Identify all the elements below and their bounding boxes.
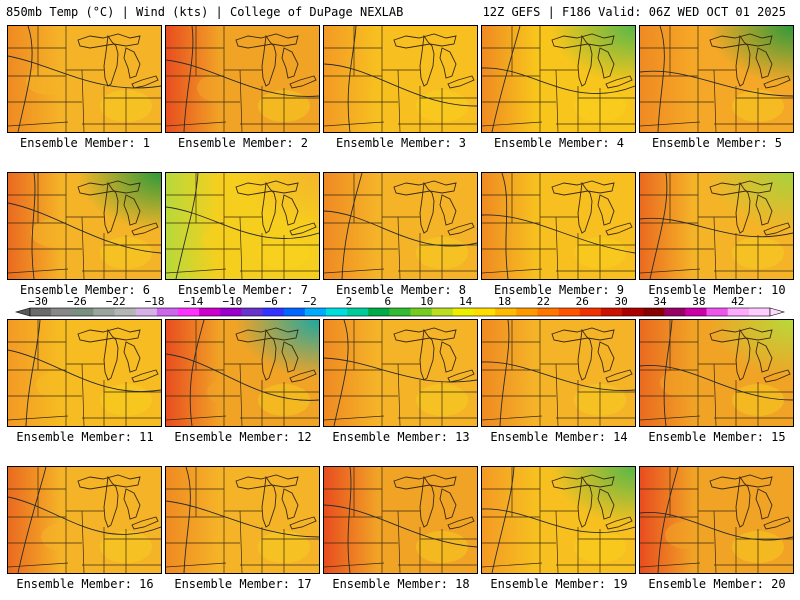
- ensemble-member-map: [165, 172, 320, 280]
- ensemble-member-label: Ensemble Member: 5: [651, 136, 783, 150]
- ensemble-member-map: [639, 319, 794, 427]
- ensemble-member-label: Ensemble Member: 8: [335, 283, 467, 297]
- ensemble-member-label: Ensemble Member: 12: [174, 430, 312, 444]
- colorbar-swatch: [537, 308, 559, 316]
- ensemble-member-map: [323, 25, 478, 133]
- colorbar-swatch: [495, 308, 517, 316]
- colorbar-swatch: [685, 308, 707, 316]
- colorbar-swatch: [431, 308, 454, 316]
- colorbar-swatch: [72, 308, 94, 316]
- colorbar-swatch: [452, 308, 475, 316]
- ensemble-member-map: [165, 25, 320, 133]
- colorbar-tick-label: −26: [67, 295, 87, 308]
- colorbar-swatch: [156, 308, 179, 316]
- colorbar-tick-label: 18: [498, 295, 511, 308]
- colorbar-swatch: [600, 308, 623, 316]
- colorbar-swatch: [220, 308, 242, 316]
- colorbar-swatch: [262, 308, 285, 316]
- colorbar-tick-label: −2: [303, 295, 316, 308]
- ensemble-member-map: [7, 466, 162, 574]
- colorbar-swatch: [178, 308, 200, 316]
- ensemble-member-label: Ensemble Member: 18: [332, 577, 470, 591]
- ensemble-member-map: [639, 172, 794, 280]
- colorbar-min-arrow: [14, 307, 31, 317]
- ensemble-member-map: [7, 25, 162, 133]
- ensemble-member-map: [639, 25, 794, 133]
- ensemble-member-label: Ensemble Member: 7: [177, 283, 309, 297]
- colorbar-max-arrow: [769, 307, 786, 317]
- colorbar-swatch: [241, 308, 263, 316]
- ensemble-member-label: Ensemble Member: 11: [16, 430, 154, 444]
- colorbar-tick-label: 2: [346, 295, 353, 308]
- colorbar-swatch: [664, 308, 686, 316]
- colorbar-tick-label: −10: [222, 295, 242, 308]
- colorbar-swatch: [706, 308, 729, 316]
- ensemble-member-label: Ensemble Member: 2: [177, 136, 309, 150]
- colorbar-swatch: [199, 308, 221, 316]
- colorbar-swatch: [622, 308, 644, 316]
- colorbar-tick-label: 10: [420, 295, 433, 308]
- ensemble-member-label: Ensemble Member: 15: [648, 430, 786, 444]
- ensemble-member-map: [481, 172, 636, 280]
- colorbar-tick-label: 34: [653, 295, 667, 308]
- ensemble-member-label: Ensemble Member: 20: [648, 577, 786, 591]
- ensemble-member-map: [323, 172, 478, 280]
- ensemble-member-label: Ensemble Member: 17: [174, 577, 312, 591]
- colorbar-swatch: [558, 308, 581, 316]
- ensemble-member-label: Ensemble Member: 3: [335, 136, 467, 150]
- colorbar-swatch: [410, 308, 433, 316]
- ensemble-member-map: [165, 466, 320, 574]
- colorbar-tick-label: 38: [692, 295, 705, 308]
- colorbar-swatch: [748, 308, 771, 316]
- colorbar-tick-label: 26: [576, 295, 589, 308]
- ensemble-member-map: [481, 319, 636, 427]
- ensemble-member-label: Ensemble Member: 19: [490, 577, 628, 591]
- colorbar-swatch: [51, 308, 73, 316]
- colorbar-tick-label: −18: [145, 295, 165, 308]
- colorbar-tick-label: 42: [731, 295, 744, 308]
- colorbar-swatch: [114, 308, 137, 316]
- ensemble-member-map: [323, 466, 478, 574]
- temperature-colorbar: −30 −26 −22 −18 −14 −10 −6 −2 2 6 10 14 18 22 26 30 34 38…: [0, 290, 800, 326]
- map-title: 850mb Temp (°C) | Wind (kts) | College o…: [6, 5, 404, 19]
- ensemble-member-map: [7, 172, 162, 280]
- colorbar-tick-label: 30: [614, 295, 627, 308]
- colorbar-tick-label: −6: [265, 295, 278, 308]
- ensemble-member-label: Ensemble Member: 14: [490, 430, 628, 444]
- colorbar-swatch: [283, 308, 306, 316]
- ensemble-member-map: [639, 466, 794, 574]
- colorbar-tick-label: 6: [385, 295, 392, 308]
- colorbar-swatch: [347, 308, 369, 316]
- colorbar-tick-label: −22: [106, 295, 126, 308]
- colorbar-tick-label: 22: [537, 295, 550, 308]
- ensemble-member-map: [481, 25, 636, 133]
- run-valid-time: 12Z GEFS | F186 Valid: 06Z WED OCT 01 20…: [482, 5, 786, 19]
- colorbar-swatch: [368, 308, 390, 316]
- ensemble-member-label: Ensemble Member: 10: [648, 283, 786, 297]
- colorbar-swatch: [727, 308, 750, 316]
- colorbar-swatch: [304, 308, 327, 316]
- colorbar-swatch: [135, 308, 158, 316]
- colorbar-swatch: [643, 308, 665, 316]
- colorbar-tick-label: −14: [184, 295, 204, 308]
- ensemble-member-label: Ensemble Member: 13: [332, 430, 470, 444]
- colorbar-swatch: [93, 308, 115, 316]
- colorbar-tick-label: −30: [28, 295, 48, 308]
- colorbar-swatch: [389, 308, 411, 316]
- ensemble-member-map: [165, 319, 320, 427]
- colorbar-swatch: [579, 308, 602, 316]
- colorbar-swatch: [474, 308, 496, 316]
- ensemble-member-map: [323, 319, 478, 427]
- colorbar-tick-label: 14: [459, 295, 473, 308]
- ensemble-member-map: [7, 319, 162, 427]
- ensemble-member-label: Ensemble Member: 6: [19, 283, 151, 297]
- ensemble-member-label: Ensemble Member: 16: [16, 577, 154, 591]
- colorbar-swatch: [30, 308, 52, 316]
- ensemble-member-label: Ensemble Member: 1: [19, 136, 151, 150]
- ensemble-member-label: Ensemble Member: 4: [493, 136, 625, 150]
- colorbar-swatch: [326, 308, 348, 316]
- ensemble-member-map: [481, 466, 636, 574]
- colorbar-swatch: [516, 308, 538, 316]
- ensemble-member-label: Ensemble Member: 9: [493, 283, 625, 297]
